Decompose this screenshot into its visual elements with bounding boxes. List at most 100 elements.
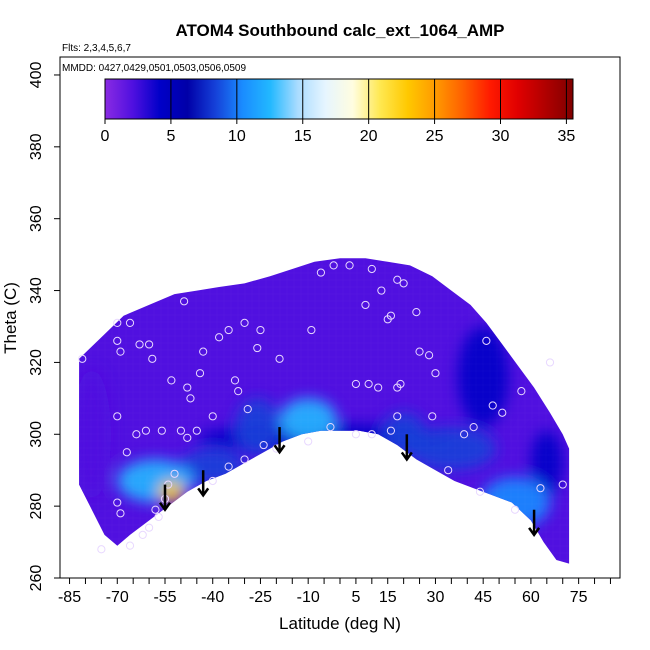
sample-point	[393, 275, 402, 284]
y-tick-label: 400	[28, 62, 45, 89]
sample-point	[243, 405, 252, 414]
sample-point	[386, 426, 396, 435]
sample-point	[195, 369, 205, 378]
sample-point	[170, 469, 179, 478]
x-tick-label: -85	[58, 589, 81, 606]
sample-point	[367, 264, 376, 274]
sample-point	[253, 343, 262, 353]
sample-point	[488, 401, 497, 410]
sample-points	[78, 261, 567, 554]
sample-point	[326, 422, 335, 432]
colorbar-tick-label: 5	[166, 128, 175, 145]
sample-point	[116, 347, 125, 356]
colorbar-tick-label: 30	[492, 128, 510, 145]
heatmap-field	[79, 258, 570, 564]
sample-point	[431, 369, 440, 378]
sample-point	[97, 545, 106, 554]
sample-point	[214, 333, 224, 342]
sample-point	[351, 430, 361, 439]
y-tick-label: 320	[28, 349, 45, 376]
sample-point	[374, 383, 383, 392]
y-tick-label: 260	[28, 565, 45, 592]
sample-point	[113, 498, 122, 507]
sample-point	[113, 412, 122, 421]
sample-point	[459, 430, 469, 439]
chart-title: ATOM4 Southbound calc_ext_1064_AMP	[175, 21, 504, 40]
colorbar-tick-label: 0	[101, 128, 110, 145]
sample-point	[179, 297, 189, 306]
sample-point	[183, 383, 192, 392]
sample-point	[304, 437, 313, 446]
sample-point	[444, 466, 453, 475]
x-tick-label: 15	[379, 589, 397, 606]
sample-point	[192, 426, 201, 435]
x-tick-label: -25	[249, 589, 272, 606]
sample-point	[345, 261, 354, 270]
heatmap-pixel-grid	[79, 258, 570, 564]
flights-label: Flts: 2,3,4,5,6,7	[62, 43, 131, 54]
y-tick-label: 380	[28, 133, 45, 160]
sample-point	[186, 394, 195, 403]
sample-point	[396, 379, 405, 389]
sample-point	[154, 512, 163, 522]
arrow-head	[197, 487, 210, 498]
x-tick-label: -40	[201, 589, 224, 606]
y-tick-label: 280	[28, 493, 45, 520]
arrow-head	[273, 444, 286, 455]
sample-point	[230, 376, 240, 385]
wind-arrows	[158, 427, 541, 538]
sample-point	[208, 476, 217, 486]
sample-point	[208, 412, 217, 421]
sample-point	[275, 354, 284, 363]
sample-point	[517, 387, 526, 396]
sample-point	[144, 523, 154, 532]
y-tick-label: 360	[28, 205, 45, 232]
sample-point	[78, 354, 87, 363]
y-axis: 260 280 300 320 340 360 380 400	[28, 62, 60, 592]
sample-point	[132, 430, 141, 439]
y-axis-label: Theta (C)	[1, 282, 20, 354]
sample-point	[167, 376, 176, 385]
colorbar: 0 5 10 15 20 25 30 35	[101, 78, 576, 145]
sample-point	[329, 261, 338, 270]
x-tick-label: -70	[106, 589, 129, 606]
heatmap-area	[79, 258, 570, 564]
sample-point	[558, 480, 567, 489]
colorbar-tick-label: 20	[360, 128, 378, 145]
x-tick-label: -55	[153, 589, 176, 606]
sample-point	[412, 308, 421, 317]
sample-point	[498, 408, 507, 417]
y-tick-label: 300	[28, 421, 45, 448]
colorbar-bar	[104, 78, 574, 120]
sample-point	[367, 430, 376, 439]
sample-point	[383, 315, 392, 324]
sample-point	[475, 487, 485, 496]
x-axis: -85 -70 -55 -40 -25 -10 5 15 30 45 60 75	[58, 578, 611, 606]
sample-point	[240, 455, 249, 464]
sample-point	[122, 448, 131, 457]
sample-point	[415, 347, 424, 356]
sample-point	[399, 279, 408, 288]
sample-point	[199, 347, 208, 356]
sample-point	[510, 505, 520, 514]
sample-point	[138, 530, 147, 539]
arrow-head	[400, 451, 413, 462]
sample-point	[361, 300, 370, 310]
sample-point	[393, 412, 402, 421]
sample-point	[116, 509, 125, 518]
sample-point	[240, 318, 249, 327]
x-tick-label: 75	[570, 589, 588, 606]
sample-point	[141, 426, 151, 435]
sample-point	[234, 387, 243, 396]
dates-label: MMDD: 0427,0429,0501,0503,0506,0509	[62, 63, 246, 74]
sample-point	[135, 340, 144, 349]
colorbar-tick-label: 35	[558, 128, 576, 145]
sample-point	[424, 351, 434, 360]
colorbar-ticks: 0 5 10 15 20 25 30 35	[101, 79, 576, 145]
sample-point	[351, 379, 361, 389]
sample-point	[469, 422, 478, 432]
sample-point	[113, 336, 122, 345]
x-axis-label: Latitude (deg N)	[279, 614, 401, 633]
x-tick-label: 45	[474, 589, 492, 606]
sample-point	[536, 484, 545, 493]
